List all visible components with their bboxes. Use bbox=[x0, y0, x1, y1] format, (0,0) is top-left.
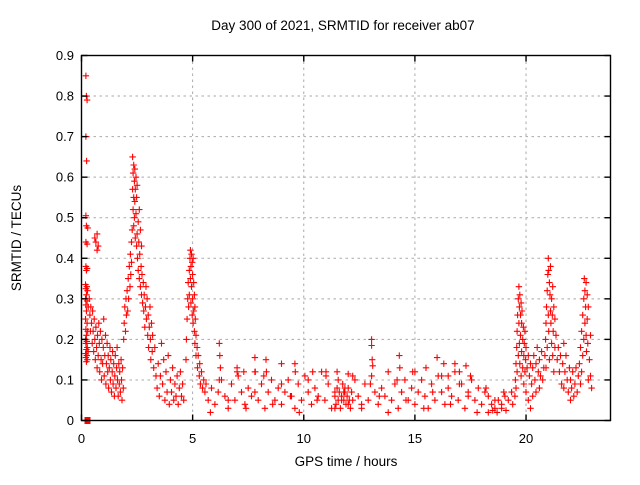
y-tick-label: 0.9 bbox=[56, 48, 74, 63]
y-tick-label: 0 bbox=[67, 413, 74, 428]
data-points bbox=[82, 72, 595, 424]
x-tick-label: 20 bbox=[519, 431, 533, 446]
x-tick-label: 10 bbox=[297, 431, 311, 446]
y-tick-label: 0.4 bbox=[56, 251, 74, 266]
x-tick-label: 15 bbox=[408, 431, 422, 446]
scatter-plus-markers bbox=[82, 72, 595, 416]
plot-border bbox=[80, 54, 612, 422]
y-tick-labels: 0 0.1 0.2 0.3 0.4 0.5 0.6 0.7 0.8 0.9 bbox=[56, 48, 74, 428]
y-tick-label: 0.1 bbox=[56, 372, 74, 387]
y-tick-label: 0.2 bbox=[56, 332, 74, 347]
grid-lines bbox=[81, 55, 611, 421]
y-tick-label: 0.7 bbox=[56, 129, 74, 144]
y-axis-label: SRMTID / TECUs bbox=[9, 185, 24, 292]
x-tick-labels: 0 5 10 15 20 bbox=[78, 431, 533, 446]
y-tick-label: 0.5 bbox=[56, 210, 74, 225]
x-tick-label: 0 bbox=[78, 431, 85, 446]
chart-title: Day 300 of 2021, SRMTID for receiver ab0… bbox=[211, 18, 474, 33]
x-axis-label: GPS time / hours bbox=[295, 454, 398, 469]
y-tick-label: 0.3 bbox=[56, 291, 74, 306]
x-tick-label: 5 bbox=[189, 431, 196, 446]
y-tick-label: 0.6 bbox=[56, 170, 74, 185]
y-tick-label: 0.8 bbox=[56, 89, 74, 104]
